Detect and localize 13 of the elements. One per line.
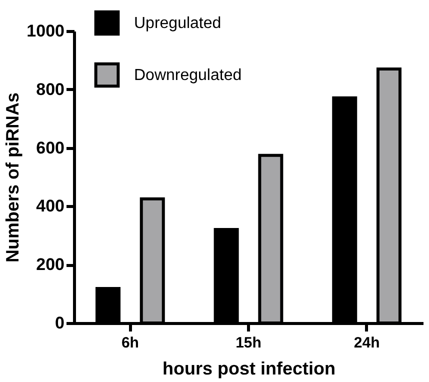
y-tick-label: 600	[36, 138, 64, 158]
y-tick-label: 400	[36, 196, 64, 216]
y-tick-label: 1000	[26, 22, 64, 40]
y-tick-label: 0	[55, 314, 64, 332]
y-tick-label: 800	[36, 80, 64, 99]
x-tick-label: 15h	[236, 334, 262, 352]
x-tick-label: 24h	[354, 334, 380, 352]
x-tick-label: 6h	[121, 334, 139, 352]
legend-label: Upregulated	[134, 15, 222, 32]
y-axis-title: Numbers of piRNAs	[2, 92, 23, 263]
y-tick-label: 200	[36, 255, 64, 274]
legend-label: Downregulated	[134, 67, 242, 84]
x-axis-title: hours post infection	[162, 358, 336, 378]
